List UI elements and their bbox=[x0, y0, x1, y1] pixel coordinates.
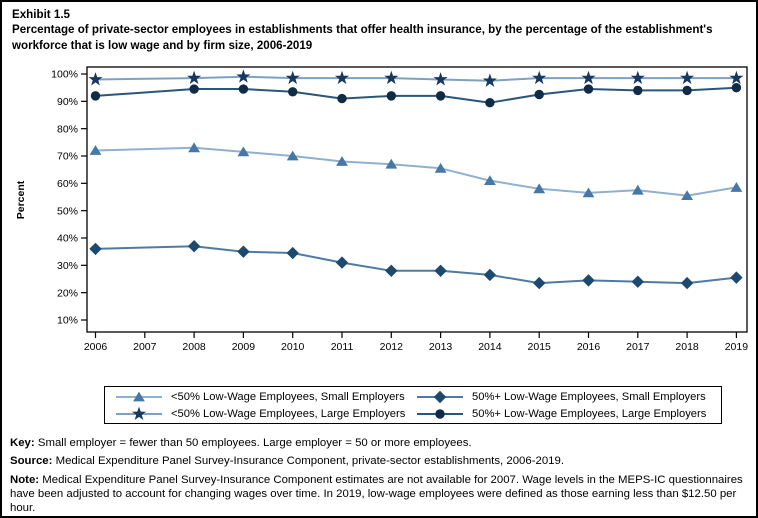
svg-text:2018: 2018 bbox=[675, 341, 699, 353]
source-note: Source: Medical Expenditure Panel Survey… bbox=[10, 450, 754, 468]
key-label: Key: bbox=[10, 437, 35, 449]
footnotes: Key: Small employer = fewer than 50 empl… bbox=[10, 432, 754, 516]
series-triangle bbox=[89, 142, 743, 201]
svg-text:10%: 10% bbox=[57, 315, 78, 327]
svg-text:40%: 40% bbox=[57, 233, 78, 245]
svg-text:30%: 30% bbox=[57, 260, 78, 272]
line-chart: 100% 90% 80% 70% 60% 50% 40% 30% 20% 10% Percent 20… bbox=[15, 66, 748, 353]
y-axis: 100% 90% 80% 70% 60% 50% 40% 30% 20% 10% Percent bbox=[15, 69, 87, 327]
y-axis-label: Percent bbox=[15, 180, 27, 219]
svg-text:2006: 2006 bbox=[84, 341, 108, 353]
svg-text:2012: 2012 bbox=[380, 341, 404, 353]
key-note: Key: Small employer = fewer than 50 empl… bbox=[10, 432, 754, 450]
legend-label: <50% Low-Wage Employees, Large Employers bbox=[171, 407, 406, 420]
legend-marker-circle-icon bbox=[417, 408, 463, 419]
method-note: Note: Medical Expenditure Panel Survey-I… bbox=[10, 469, 754, 516]
legend-marker-triangle-icon bbox=[116, 391, 162, 401]
source-text: Medical Expenditure Panel Survey-Insuran… bbox=[52, 455, 565, 468]
svg-text:2007: 2007 bbox=[133, 341, 157, 353]
page-title: Percentage of private-sector employees i… bbox=[12, 23, 713, 52]
series-circle bbox=[90, 82, 742, 108]
exhibit-label: Exhibit 1.5 bbox=[12, 8, 70, 21]
plot-frame bbox=[86, 66, 748, 333]
svg-text:2009: 2009 bbox=[232, 341, 256, 353]
legend-item: <50% Low-Wage Employees, Small Employers bbox=[115, 389, 416, 405]
legend-item: 50%+ Low-Wage Employees, Small Employers bbox=[416, 389, 717, 405]
svg-text:2014: 2014 bbox=[478, 341, 502, 353]
svg-text:2017: 2017 bbox=[626, 341, 650, 353]
svg-text:70%: 70% bbox=[57, 151, 78, 163]
note-text: Medical Expenditure Panel Survey-Insuran… bbox=[10, 473, 743, 515]
legend-marker-star-icon bbox=[116, 406, 162, 420]
svg-text:2013: 2013 bbox=[429, 341, 453, 353]
key-text: Small employer = fewer than 50 employees… bbox=[34, 437, 472, 449]
svg-text:20%: 20% bbox=[57, 287, 78, 299]
legend-marker-diamond-icon bbox=[417, 390, 463, 403]
legend-item: 50%+ Low-Wage Employees, Large Employers bbox=[416, 406, 717, 422]
svg-text:60%: 60% bbox=[57, 178, 78, 190]
source-label: Source: bbox=[10, 455, 53, 468]
svg-text:2016: 2016 bbox=[577, 341, 601, 353]
series-star bbox=[88, 69, 744, 87]
legend-label: <50% Low-Wage Employees, Small Employers bbox=[171, 390, 405, 403]
legend-item: <50% Low-Wage Employees, Large Employers bbox=[115, 406, 416, 422]
series-diamond bbox=[89, 239, 743, 290]
svg-text:80%: 80% bbox=[57, 123, 78, 135]
legend-label: 50%+ Low-Wage Employees, Large Employers bbox=[472, 407, 707, 420]
svg-text:2019: 2019 bbox=[725, 341, 749, 353]
svg-text:2015: 2015 bbox=[528, 341, 552, 353]
svg-text:50%: 50% bbox=[57, 205, 78, 217]
legend-label: 50%+ Low-Wage Employees, Small Employers bbox=[472, 390, 706, 403]
svg-text:2011: 2011 bbox=[331, 341, 354, 353]
svg-text:90%: 90% bbox=[57, 96, 78, 108]
x-axis: 2006 2007 2008 2009 2010 2011 2012 2013 2014 2015… bbox=[84, 332, 748, 353]
note-label: Note: bbox=[10, 473, 40, 486]
title-block: Exhibit 1.5 Percentage of private-sector… bbox=[12, 7, 754, 53]
chart-legend: <50% Low-Wage Employees, Small Employers… bbox=[104, 386, 722, 424]
svg-text:2008: 2008 bbox=[182, 341, 206, 353]
svg-text:2010: 2010 bbox=[281, 341, 305, 353]
svg-text:100%: 100% bbox=[51, 69, 78, 81]
